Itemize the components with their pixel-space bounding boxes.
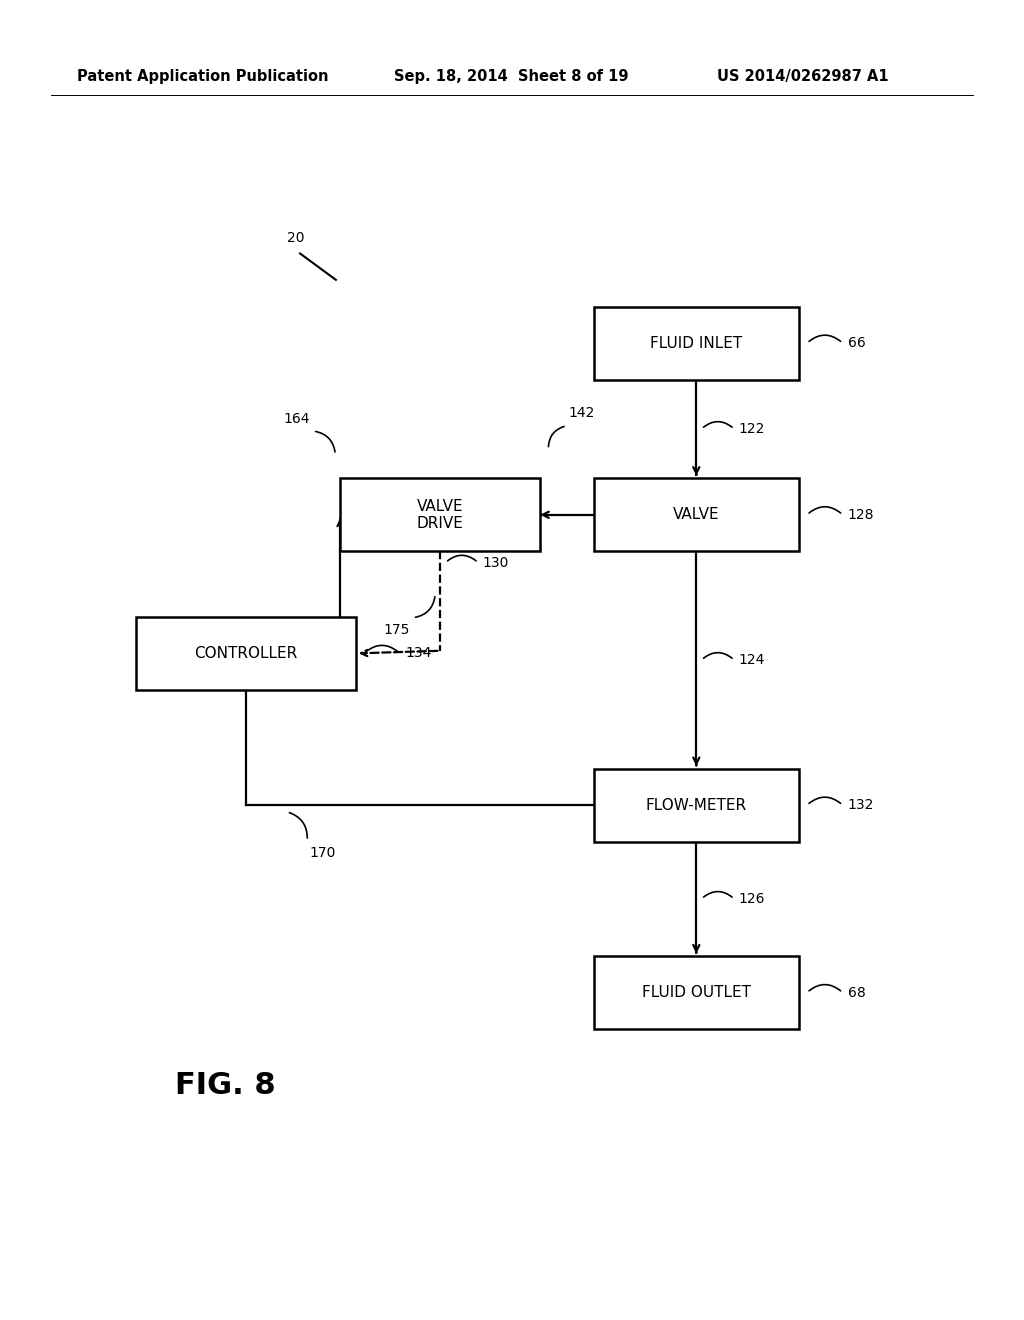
Text: 66: 66 xyxy=(848,337,865,350)
Text: FIG. 8: FIG. 8 xyxy=(175,1071,275,1100)
Bar xyxy=(340,479,541,552)
Bar xyxy=(594,306,799,380)
Text: US 2014/0262987 A1: US 2014/0262987 A1 xyxy=(717,69,889,84)
Bar xyxy=(135,618,356,689)
Text: FLUID INLET: FLUID INLET xyxy=(650,335,742,351)
Text: 170: 170 xyxy=(309,846,336,861)
Text: FLOW-METER: FLOW-METER xyxy=(646,797,746,813)
Text: 124: 124 xyxy=(738,653,765,667)
Text: CONTROLLER: CONTROLLER xyxy=(195,645,297,661)
Text: 132: 132 xyxy=(848,799,874,812)
Bar xyxy=(594,768,799,842)
Bar xyxy=(594,479,799,552)
Text: 142: 142 xyxy=(569,407,595,420)
Text: FLUID OUTLET: FLUID OUTLET xyxy=(642,985,751,1001)
Text: 130: 130 xyxy=(482,556,509,570)
Text: Patent Application Publication: Patent Application Publication xyxy=(77,69,329,84)
Text: 175: 175 xyxy=(383,623,410,638)
Bar xyxy=(594,956,799,1030)
Text: 68: 68 xyxy=(848,986,865,999)
Text: 128: 128 xyxy=(848,508,874,521)
Text: 126: 126 xyxy=(738,892,765,906)
Text: Sep. 18, 2014  Sheet 8 of 19: Sep. 18, 2014 Sheet 8 of 19 xyxy=(394,69,629,84)
Text: 164: 164 xyxy=(284,412,309,425)
Text: VALVE
DRIVE: VALVE DRIVE xyxy=(417,499,464,531)
Text: 122: 122 xyxy=(738,422,765,436)
Text: VALVE: VALVE xyxy=(673,507,720,523)
Text: 20: 20 xyxy=(287,231,304,244)
Text: 134: 134 xyxy=(404,647,431,660)
